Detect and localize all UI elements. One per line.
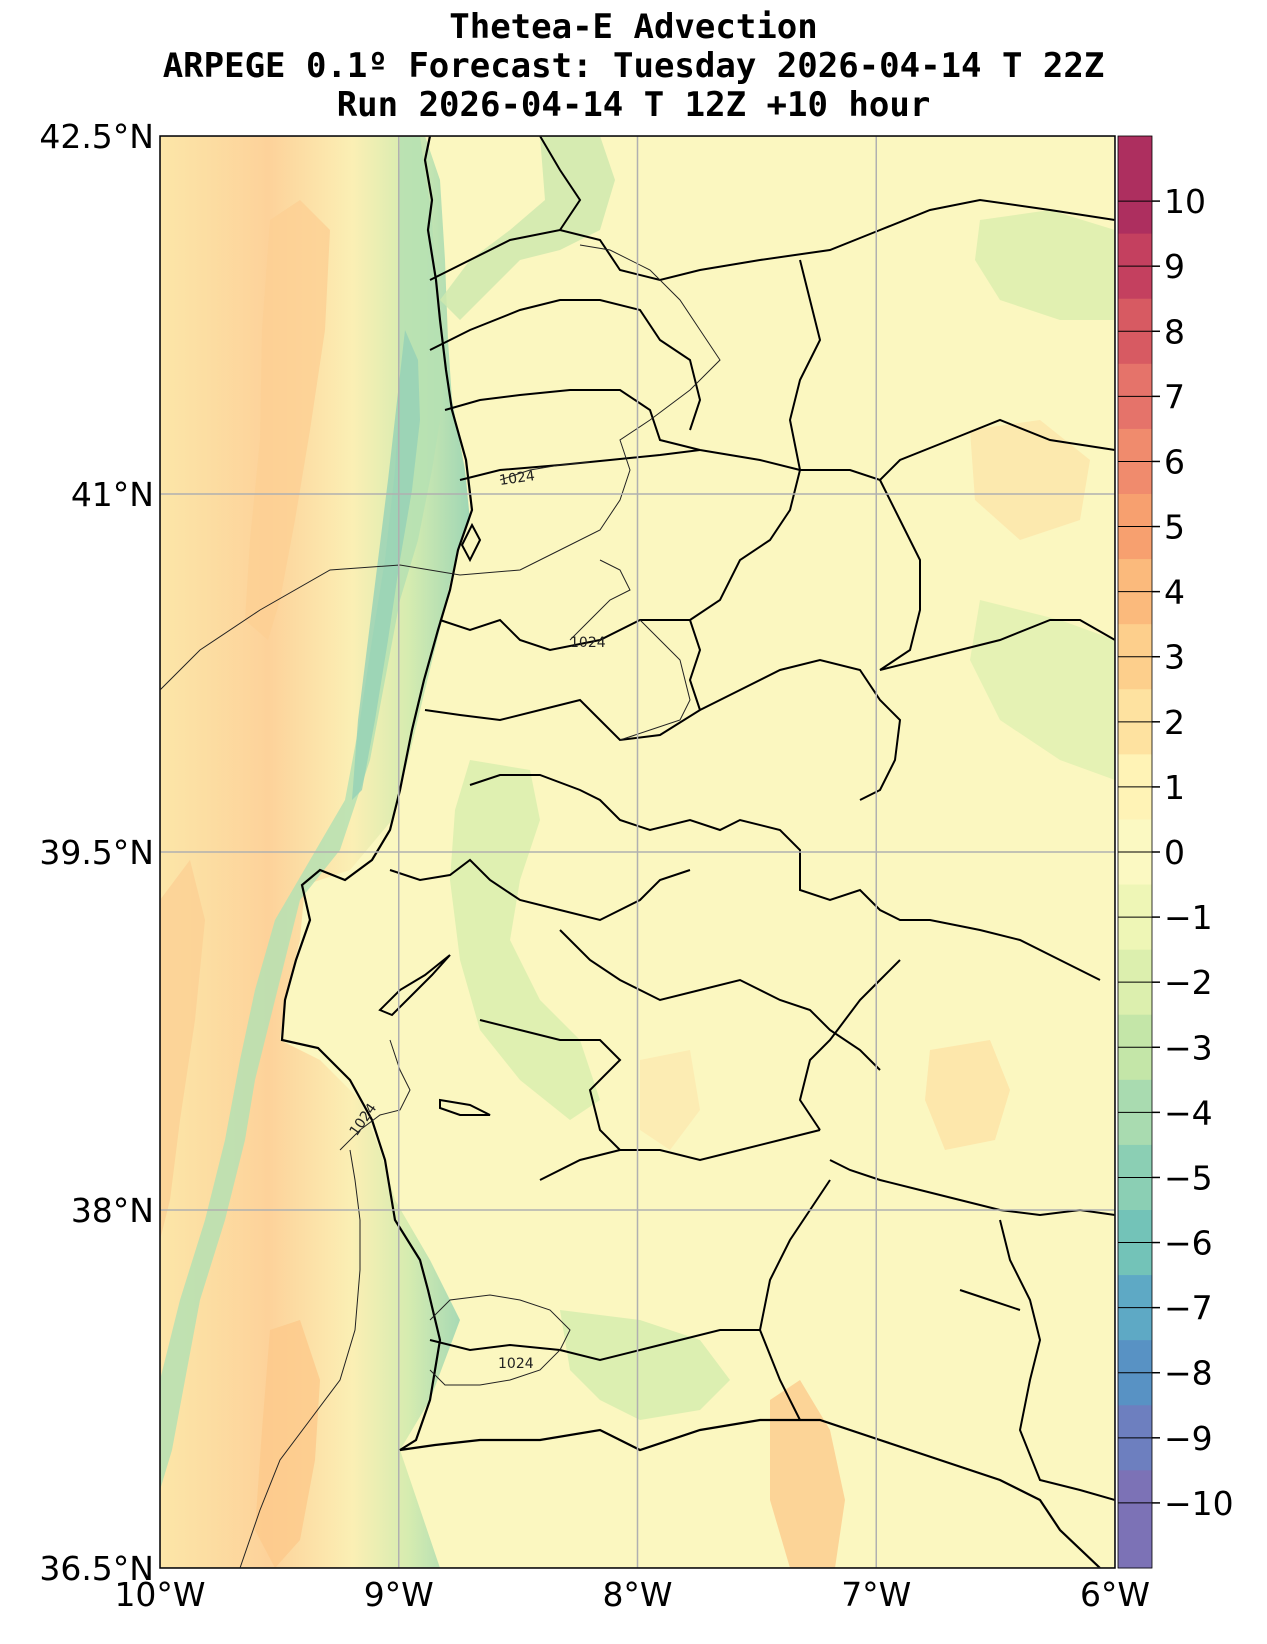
land-green-central — [450, 760, 600, 1120]
isobar-contours — [160, 244, 721, 1568]
colorbar-swatch — [1118, 1470, 1152, 1569]
land-warm-south — [770, 1380, 845, 1568]
estuary-aveiro — [460, 522, 482, 563]
colorbar-tick-label: 4 — [1164, 573, 1185, 612]
colorbar-tick-label: −5 — [1164, 1158, 1213, 1197]
longitude-tick-label: 7°W — [841, 1575, 911, 1614]
latitude-tick-label: 36.5°N — [39, 1549, 154, 1588]
isobar-label: 1024 — [498, 1356, 534, 1372]
colorbar-tick-label: −6 — [1164, 1224, 1213, 1263]
longitude-tick-label: 9°W — [364, 1575, 434, 1614]
colorbar-tick-label: 1 — [1164, 768, 1185, 807]
colorbar-tick-label: 5 — [1164, 508, 1185, 547]
colorbar-tick-label: 10 — [1164, 182, 1206, 221]
ocean-orange-band — [245, 200, 330, 640]
colorbar-tick-label: 2 — [1164, 703, 1185, 742]
colorbar-tick-label: 7 — [1164, 377, 1185, 416]
longitude-tick-label: 6°W — [1080, 1575, 1150, 1614]
district-borders — [389, 136, 1115, 1501]
map-area: 1024 1024 1024 1024 — [160, 136, 1115, 1568]
latitude-tick-label: 41°N — [71, 475, 154, 514]
map-frame — [159, 135, 1116, 1569]
title-line-1: Thetea-E Advection — [449, 7, 818, 47]
ocean-teal-core — [352, 330, 420, 800]
land-warm-central — [640, 1050, 700, 1150]
title-line-2: ARPEGE 0.1º Forecast: Tuesday 2026-04-14… — [162, 46, 1105, 86]
isobar-label: 1024 — [498, 468, 536, 489]
latitude-tick-label: 38°N — [71, 1191, 154, 1230]
longitude-tick-label: 8°W — [602, 1575, 672, 1614]
colorbar-tick-label: 0 — [1164, 833, 1185, 872]
land-warm-northeast — [970, 420, 1090, 540]
latitude-tick-label: 39.5°N — [39, 833, 154, 872]
colorbar-tick-label: 3 — [1164, 638, 1185, 677]
longitude-tick-label: 10°W — [114, 1575, 205, 1614]
map-title: Thetea-E Advection ARPEGE 0.1º Forecast:… — [0, 8, 1267, 125]
colorbar-tick-label: −8 — [1164, 1354, 1213, 1393]
title-line-3: Run 2026-04-14 T 12Z +10 hour — [336, 85, 931, 125]
ocean-orange-band-south — [160, 860, 205, 1240]
latitude-tick-label: 42.5°N — [39, 117, 154, 156]
graticule — [160, 136, 1115, 1568]
latitude-labels: 42.5°N 41°N 39.5°N 38°N 36.5°N — [39, 117, 154, 1588]
colorbar-tick-label: −10 — [1164, 1484, 1234, 1523]
colorbar-tick-label: −7 — [1164, 1289, 1213, 1328]
longitude-labels: 10°W 9°W 8°W 7°W 6°W — [114, 1575, 1150, 1614]
land-green-east — [970, 600, 1115, 780]
colorbar-tick-label: −3 — [1164, 1028, 1213, 1067]
coastline — [280, 136, 1101, 1568]
colorbar-swatch — [1118, 136, 1152, 235]
estuary-tagus — [378, 954, 451, 1017]
land-green-north — [440, 136, 615, 320]
colorbar-tick-label: −4 — [1164, 1093, 1213, 1132]
land-green-northeast — [975, 210, 1115, 320]
ocean-orange-patch-south — [255, 1320, 320, 1568]
colorbar-tick-label: 9 — [1164, 247, 1185, 286]
colorbar-tick-label: 6 — [1164, 442, 1185, 481]
colorbar-tick-label: −2 — [1164, 963, 1213, 1002]
colorbar-tick-label: −1 — [1164, 898, 1213, 937]
colorbar-tick-label: 8 — [1164, 312, 1185, 351]
ocean-green-band — [160, 136, 440, 1490]
isobar-label: 1024 — [570, 635, 606, 651]
estuary-sado — [439, 1098, 491, 1116]
colorbar-tick-label: −9 — [1164, 1419, 1213, 1458]
land-warm-east — [925, 1040, 1010, 1150]
